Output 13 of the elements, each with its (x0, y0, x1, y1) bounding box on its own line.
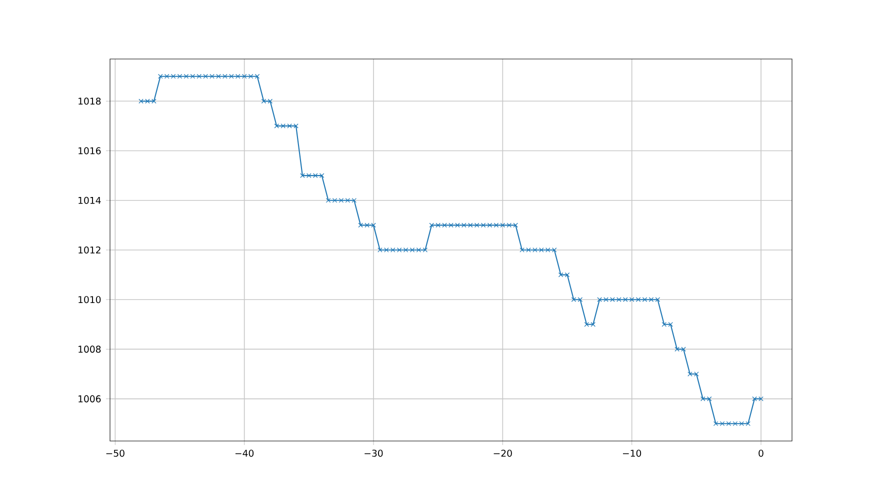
y-tick-label: 1016 (78, 147, 101, 154)
x-tick-label: −30 (364, 450, 383, 457)
x-tick-label: −40 (235, 450, 254, 457)
x-tick-label: −10 (622, 450, 642, 457)
y-tick-label: 1018 (78, 98, 101, 105)
x-tick-label: 0 (758, 450, 764, 457)
y-tick-label: 1010 (78, 296, 101, 304)
y-tick-label: 1006 (78, 395, 101, 402)
x-tick-label: −50 (106, 450, 124, 457)
y-tick-label: 1014 (78, 196, 101, 204)
y-tick-label: 1012 (78, 246, 100, 254)
x-tick-label: −20 (494, 450, 512, 457)
y-tick-label: 1008 (78, 346, 101, 353)
